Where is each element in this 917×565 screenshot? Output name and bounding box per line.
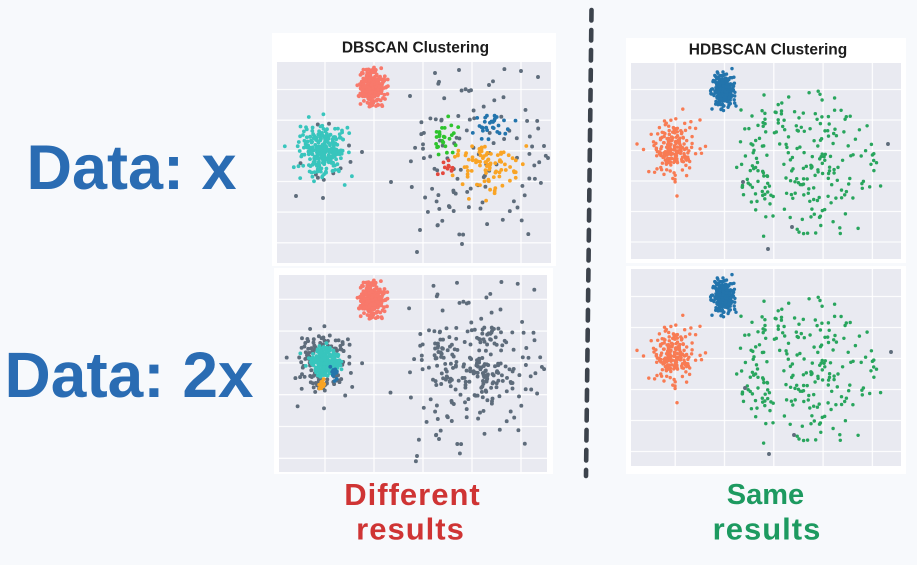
svg-text:Same: Same [727, 479, 804, 511]
svg-text:Data: x: Data: x [26, 133, 236, 203]
svg-text:Different: Different [344, 477, 480, 512]
svg-text:results: results [356, 512, 465, 547]
svg-text:results: results [713, 512, 822, 547]
svg-text:Data: 2x: Data: 2x [5, 339, 254, 411]
svg-text:HDBSCAN Clustering: HDBSCAN Clustering [689, 42, 847, 59]
svg-text:DBSCAN Clustering: DBSCAN Clustering [342, 40, 489, 57]
